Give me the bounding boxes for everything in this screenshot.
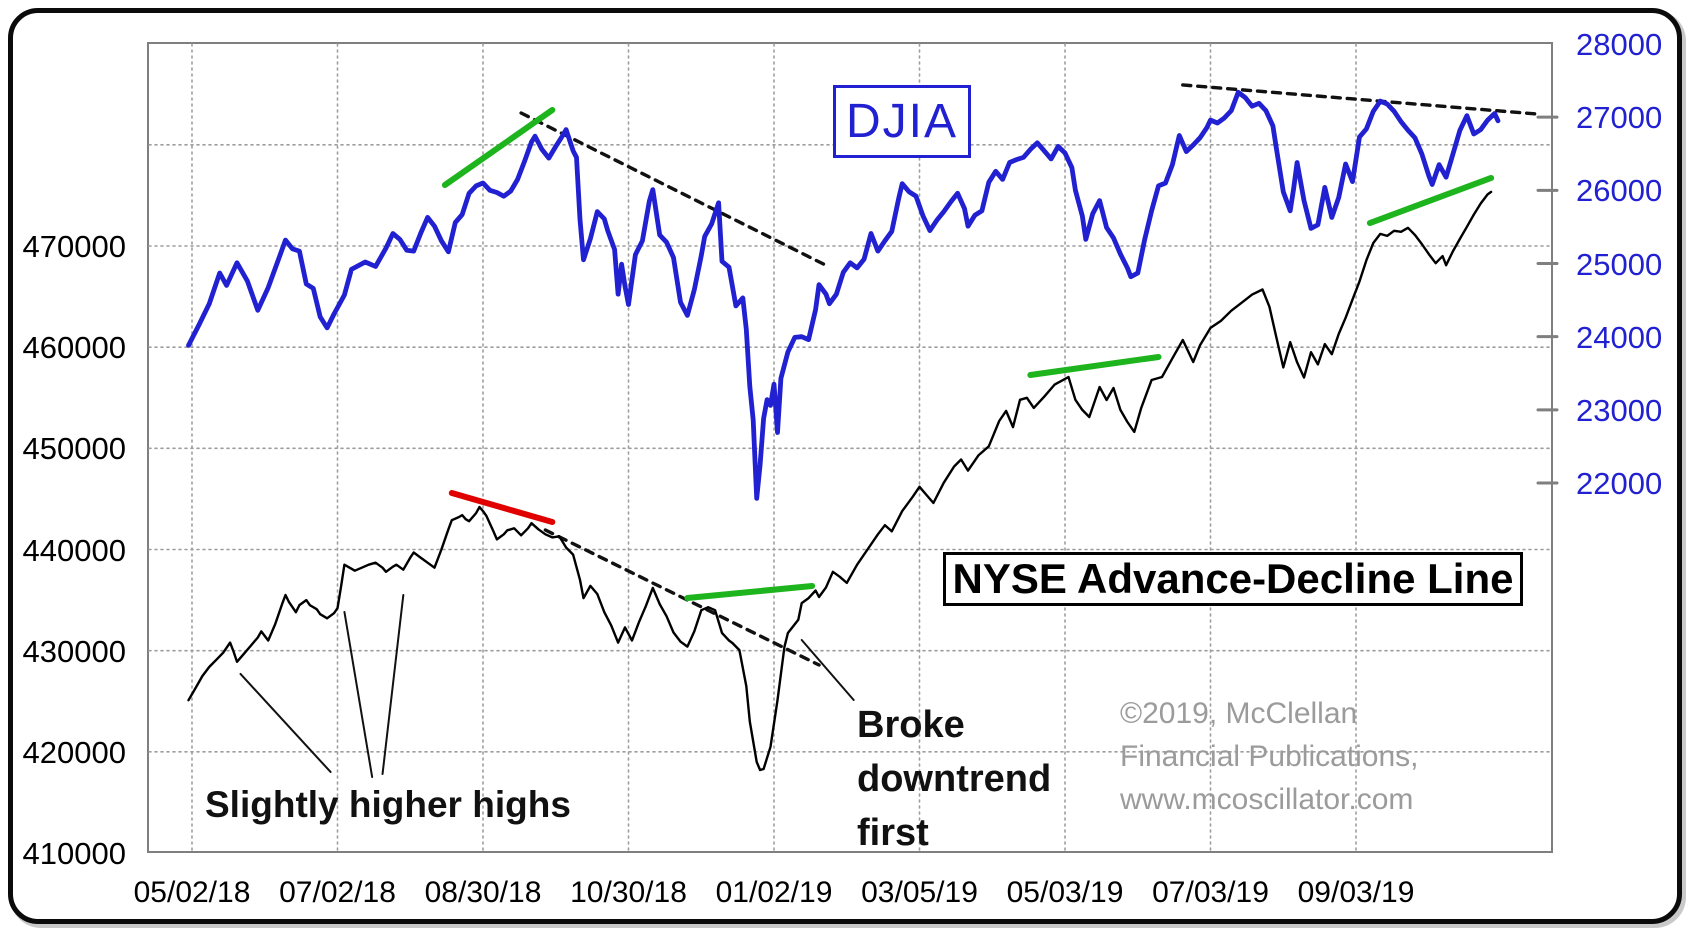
left-axis-label-420000: 420000 [22, 734, 126, 770]
copyright-notice: ©2019, McClellan Financial Publications,… [1120, 692, 1419, 821]
x-axis-label-5: 03/05/19 [861, 876, 978, 909]
plot-area [147, 42, 1553, 853]
x-axis-label-7: 07/03/19 [1152, 876, 1269, 909]
trend-segment-red-divergence-ad-2018 [448, 489, 556, 526]
trend-segment-green-uptrend-ad-fall-2019 [1366, 174, 1495, 227]
x-axis-label-0: 05/02/18 [133, 876, 251, 909]
dotted-trendline-djia-downtrend-2019 [1181, 83, 1538, 116]
trend-segment-green-basing-ad-early-2019 [684, 583, 816, 601]
right-axis-label-27000: 27000 [1576, 100, 1663, 136]
pointer-broke [800, 638, 855, 701]
series-ad-line [187, 190, 1493, 772]
right-axis-label-23000: 23000 [1576, 392, 1663, 428]
annotation-broke-line3: first [857, 812, 929, 854]
nyse-ad-legend-label: NYSE Advance-Decline Line [952, 555, 1514, 602]
x-axis-label-6: 05/03/19 [1006, 876, 1124, 909]
annotation-broke-downtrend-first: Broke downtrend first [857, 698, 1051, 860]
right-axis-label-28000: 28000 [1576, 27, 1663, 62]
left-axis-label-460000: 460000 [22, 330, 126, 366]
copyright-line2: Financial Publications, [1120, 740, 1419, 773]
copyright-line3: www.mcoscillator.com [1120, 783, 1414, 816]
x-axis-label-3: 10/30/18 [570, 876, 687, 909]
djia-legend-box: DJIA [833, 85, 971, 158]
trend-segment-green-uptrend-djia-2018 [441, 106, 556, 188]
right-axis-label-25000: 25000 [1576, 246, 1663, 282]
pointer-slightly-1 [239, 672, 332, 773]
annotation-broke-line1: Broke [857, 704, 965, 746]
annotation-slightly-higher-highs: Slightly higher highs [205, 784, 571, 825]
left-axis-label-410000: 410000 [22, 836, 126, 871]
x-axis-label-1: 07/02/18 [279, 876, 396, 909]
dotted-trendline-djia-downtrend-2018 [519, 111, 832, 269]
left-axis-label-430000: 430000 [22, 633, 126, 669]
dotted-trendline-ad-downtrend-2018 [543, 528, 821, 667]
pointer-slightly-3 [381, 593, 405, 775]
nyse-ad-legend-box: NYSE Advance-Decline Line [943, 552, 1523, 606]
djia-legend-label: DJIA [845, 95, 958, 148]
copyright-line1: ©2019, McClellan [1120, 697, 1358, 730]
annotation-broke-line2: downtrend [857, 758, 1052, 800]
left-axis-label-440000: 440000 [22, 532, 126, 568]
series-djia [186, 89, 1501, 501]
right-axis-label-24000: 24000 [1576, 319, 1663, 355]
left-axis-label-450000: 450000 [22, 431, 126, 467]
x-axis-label-4: 01/02/19 [715, 876, 833, 909]
right-axis-label-22000: 22000 [1576, 466, 1663, 501]
pointer-slightly-2 [343, 610, 374, 778]
x-axis-label-2: 08/30/18 [424, 876, 542, 909]
left-axis-label-470000: 470000 [22, 229, 126, 264]
trend-segment-green-higher-highs-ad-spring-2019 [1027, 353, 1162, 378]
x-axis-label-8: 09/03/19 [1297, 876, 1415, 909]
right-axis-label-26000: 26000 [1576, 173, 1663, 209]
